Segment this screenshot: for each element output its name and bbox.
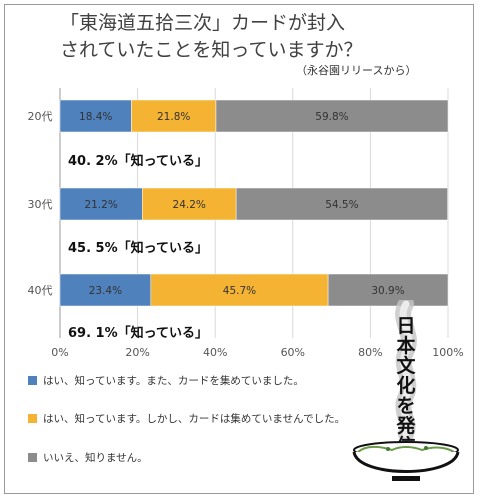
awareness-callout: 69. 1%「知っている」: [68, 326, 208, 341]
x-tick-label: 80%: [358, 346, 382, 359]
category-label: 40代: [28, 284, 53, 297]
data-label: 23.4%: [89, 285, 122, 297]
legend-swatch: [28, 453, 37, 462]
x-tick-label: 40%: [203, 346, 227, 359]
bar-segment: [150, 273, 329, 307]
bar-segment: [235, 187, 448, 221]
category-label: 30代: [28, 198, 53, 211]
x-tick-label: 60%: [281, 346, 305, 359]
bar-segment: [327, 273, 449, 307]
data-label: 30.9%: [371, 285, 404, 297]
data-label: 54.5%: [325, 199, 358, 211]
x-tick-label: 0%: [51, 346, 68, 359]
legend-item: いいえ、知りません。: [28, 450, 148, 465]
awareness-callout: 40. 2%「知っている」: [68, 154, 208, 169]
awareness-callout: 45. 5%「知っている」: [68, 241, 208, 256]
legend-label: はい、知っています。また、カードを集めていました。: [43, 375, 304, 387]
bar-segment: [59, 273, 152, 307]
data-label: 21.2%: [84, 199, 117, 211]
x-tick-label: 100%: [432, 346, 463, 359]
chart-title: 「東海道五拾三次」カードが封入 されていたことを知っていますか？: [60, 10, 390, 64]
data-label: 45.7%: [223, 285, 256, 297]
bar-segment: [142, 187, 237, 221]
legend-swatch: [28, 414, 37, 423]
badge-text: 日本文化を発信: [395, 315, 416, 457]
bar-segment: [59, 99, 132, 133]
legend-swatch: [28, 376, 37, 385]
data-label: 18.4%: [79, 111, 112, 123]
legend-label: はい、知っています。しかし、カードは集めていませんでした。: [43, 413, 346, 425]
bar-segment: [59, 187, 143, 221]
legend-item: はい、知っています。しかし、カードは集めていませんでした。: [28, 411, 345, 426]
data-label: 24.2%: [173, 199, 206, 211]
title-line-2: されていたことを知っていますか？: [60, 39, 363, 61]
bowl-icon: [352, 451, 460, 473]
bar-segment: [215, 99, 449, 133]
rice-bowl-badge: 日本文化を発信: [352, 300, 460, 481]
chart-subtitle: （永谷園リリースから）: [296, 64, 417, 77]
legend-item: はい、知っています。また、カードを集めていました。: [28, 373, 304, 388]
x-tick-label: 20%: [125, 346, 149, 359]
title-line-1: 「東海道五拾三次」カードが封入: [60, 12, 346, 34]
category-label: 20代: [28, 110, 53, 123]
bowl-foot-icon: [392, 476, 420, 481]
bar-segment: [131, 99, 217, 133]
legend-label: いいえ、知りません。: [43, 452, 148, 464]
data-label: 59.8%: [315, 111, 348, 123]
data-label: 21.8%: [157, 111, 190, 123]
chart-frame: [4, 4, 474, 494]
